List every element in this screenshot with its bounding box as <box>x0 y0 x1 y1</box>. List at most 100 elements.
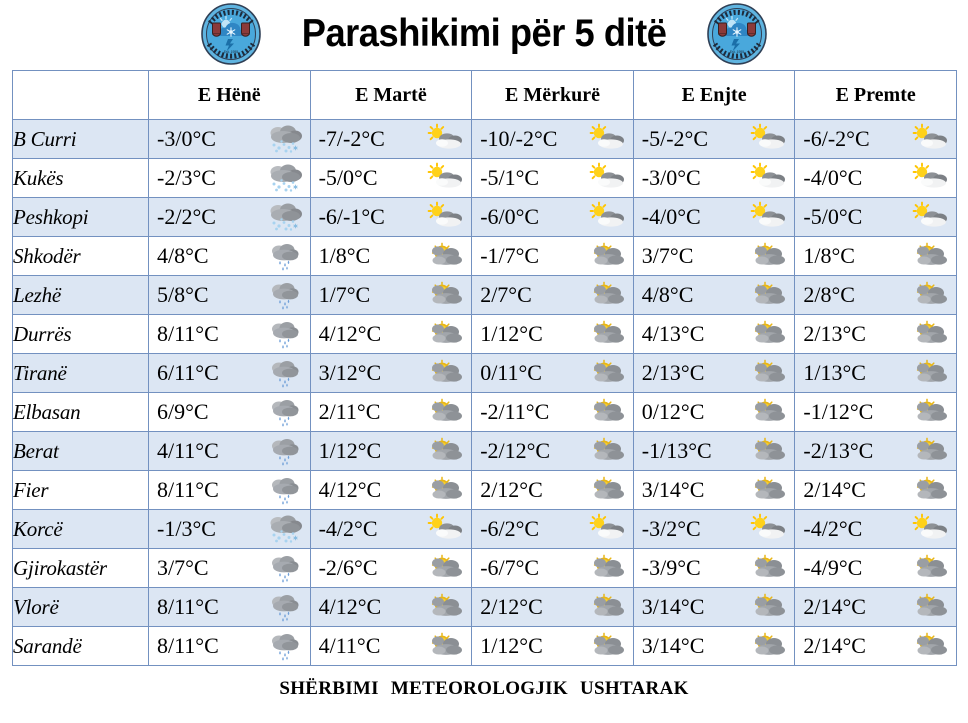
sun-peek-cloud-icon <box>425 201 465 233</box>
temperature-range: -4/2°C <box>803 516 863 541</box>
snow-cloud-icon <box>264 201 304 233</box>
forecast-cell: 3/14°C <box>632 587 796 627</box>
sun-behind-cloud-icon <box>748 318 788 350</box>
sun-peek-cloud-icon <box>748 201 788 233</box>
forecast-cell: -3/9°C <box>632 548 796 588</box>
forecast-cell: -1/3°C <box>148 509 311 549</box>
sun-behind-cloud-icon <box>910 552 950 584</box>
forecast-cell: -3/2°C <box>632 509 796 549</box>
temperature-range: 1/12°C <box>480 321 543 346</box>
sun-peek-cloud-icon <box>587 201 627 233</box>
city-name-cell: Tiranë <box>12 353 149 393</box>
sun-behind-cloud-icon <box>910 279 950 311</box>
sun-behind-cloud-icon <box>425 474 465 506</box>
city-name-cell: Kukës <box>12 158 149 198</box>
forecast-cell: -3/0°C <box>148 119 311 159</box>
sun-behind-cloud-icon <box>425 240 465 272</box>
sun-peek-cloud-icon <box>748 162 788 194</box>
city-name-cell: Korcë <box>12 509 149 549</box>
city-name-cell: Lezhë <box>12 275 149 315</box>
temperature-range: 1/12°C <box>318 438 382 463</box>
forecast-cell: 4/8°C <box>148 236 311 276</box>
sun-peek-cloud-icon <box>587 123 627 155</box>
sun-behind-cloud-icon <box>748 396 788 428</box>
forecast-cell: 4/12°C <box>309 587 473 627</box>
forecast-cell: -2/13°C <box>794 431 957 471</box>
page-title: Parashikimi për 5 ditë <box>301 12 667 55</box>
temperature-range: 2/11°C <box>318 399 381 424</box>
temperature-range: 4/12°C <box>318 321 382 346</box>
sun-peek-cloud-icon <box>748 513 788 545</box>
temperature-range: 3/12°C <box>318 360 382 385</box>
temperature-range: -2/11°C <box>480 399 550 424</box>
temperature-range: 4/12°C <box>318 594 382 619</box>
forecast-cell: 4/11°C <box>148 431 311 471</box>
forecast-cell: -4/9°C <box>794 548 957 588</box>
temperature-range: -4/0°C <box>641 204 701 229</box>
rain-cloud-icon <box>264 474 304 506</box>
svg-text:Est. 1955: Est. 1955 <box>224 50 238 54</box>
sun-behind-cloud-icon <box>425 279 465 311</box>
forecast-cell: 1/8°C <box>794 236 957 276</box>
forecast-cell: -1/13°C <box>632 431 796 471</box>
temperature-range: 6/9°C <box>157 399 209 424</box>
sun-behind-cloud-icon <box>425 591 465 623</box>
column-header-wednesday: E Mërkurë <box>471 70 634 120</box>
forecast-cell: 1/8°C <box>309 236 473 276</box>
temperature-range: 4/8°C <box>641 282 694 307</box>
temperature-range: 2/13°C <box>803 321 866 346</box>
temperature-range: 3/14°C <box>641 594 705 619</box>
sun-peek-cloud-icon <box>748 123 788 155</box>
forecast-cell: 2/8°C <box>794 275 957 315</box>
temperature-range: -3/0°C <box>641 165 701 190</box>
sun-behind-cloud-icon <box>587 318 627 350</box>
temperature-range: 1/13°C <box>803 360 866 385</box>
sun-behind-cloud-icon <box>587 474 627 506</box>
sun-behind-cloud-icon <box>748 591 788 623</box>
sun-behind-cloud-icon <box>587 552 627 584</box>
sun-behind-cloud-icon <box>748 552 788 584</box>
sun-behind-cloud-icon <box>910 474 950 506</box>
sun-behind-cloud-icon <box>910 435 950 467</box>
rain-cloud-icon <box>264 318 304 350</box>
rain-cloud-icon <box>264 591 304 623</box>
sun-peek-cloud-icon <box>910 123 950 155</box>
temperature-range: 1/7°C <box>318 282 371 307</box>
temperature-range: -5/0°C <box>318 165 378 190</box>
forecast-cell: 3/7°C <box>632 236 796 276</box>
sun-peek-cloud-icon <box>910 162 950 194</box>
forecast-row: Berat 4/11°C 1/12°C -2/12°C -1/13°C -2/13°C <box>12 431 957 471</box>
temperature-range: 2/14°C <box>803 594 866 619</box>
temperature-range: 3/14°C <box>641 633 705 658</box>
sun-behind-cloud-icon <box>425 318 465 350</box>
sun-behind-cloud-icon <box>748 435 788 467</box>
sun-behind-cloud-icon <box>748 279 788 311</box>
temperature-range: 4/13°C <box>641 321 705 346</box>
forecast-cell: -2/2°C <box>148 197 311 237</box>
temperature-range: -1/3°C <box>157 516 216 541</box>
forecast-cell: 6/9°C <box>148 392 311 432</box>
page-header: Est. 1955 Parashikimi për 5 ditë <box>0 0 968 70</box>
forecast-cell: -6/-2°C <box>794 119 957 159</box>
temperature-range: 0/11°C <box>480 360 542 385</box>
sun-behind-cloud-icon <box>587 396 627 428</box>
forecast-cell: -1/7°C <box>471 236 634 276</box>
forecast-cell: -4/2°C <box>309 509 473 549</box>
forecast-cell: 4/12°C <box>309 470 473 510</box>
forecast-cell: -6/2°C <box>471 509 634 549</box>
rain-cloud-icon <box>264 552 304 584</box>
sun-behind-cloud-icon <box>910 591 950 623</box>
forecast-cell: 0/11°C <box>471 353 634 393</box>
sun-peek-cloud-icon <box>587 162 627 194</box>
forecast-row: Tiranë 6/11°C 3/12°C 0/11°C 2/13°C 1/13°C <box>12 353 957 393</box>
forecast-row: Shkodër 4/8°C 1/8°C -1/7°C 3/7°C 1/8°C <box>12 236 957 276</box>
city-name-cell: Elbasan <box>12 392 149 432</box>
sun-behind-cloud-icon <box>587 240 627 272</box>
forecast-cell: 0/12°C <box>632 392 796 432</box>
forecast-cell: 4/8°C <box>632 275 796 315</box>
sun-behind-cloud-icon <box>425 435 465 467</box>
temperature-range: -6/7°C <box>480 555 540 580</box>
forecast-cell: 2/12°C <box>471 587 634 627</box>
forecast-cell: 2/14°C <box>794 626 957 666</box>
sun-peek-cloud-icon <box>425 162 465 194</box>
